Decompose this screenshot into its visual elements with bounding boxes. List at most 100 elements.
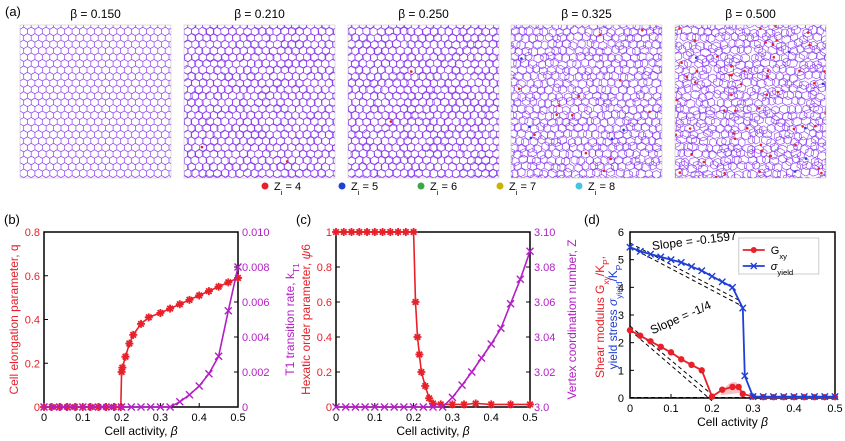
data-point	[166, 304, 175, 313]
data-point	[156, 308, 165, 317]
data-point	[626, 243, 634, 251]
x-tick-label: 0	[333, 412, 339, 424]
panel-d-label: (d)	[584, 212, 600, 227]
defect-vertex	[389, 120, 393, 123]
data-point	[729, 383, 736, 391]
data-point	[821, 392, 829, 401]
defect-vertex	[768, 154, 772, 158]
defect-vertex	[528, 125, 531, 129]
y-right-axis-label: T1 transition rate, kT1	[283, 263, 301, 376]
data-point	[411, 298, 420, 306]
x-tick-label: 0.5	[827, 403, 842, 415]
tile-title-4: β = 0.500	[725, 7, 776, 21]
defect-vertex	[746, 126, 749, 130]
data-point	[687, 262, 696, 271]
y-right-tick-label: 3.02	[534, 367, 555, 379]
data-point	[496, 324, 505, 333]
legend-marker-1	[338, 182, 346, 190]
data-point	[419, 403, 428, 411]
data-point	[98, 403, 107, 411]
defect-vertex	[766, 69, 770, 72]
panel-b-label: (b)	[4, 212, 20, 227]
y-right-tick-label: 0.006	[242, 297, 270, 309]
data-point	[719, 386, 726, 393]
tissue-tile-2	[348, 25, 499, 178]
x-tick-label: 0.1	[367, 412, 382, 424]
defect-vertex	[714, 175, 718, 178]
data-point	[380, 403, 389, 411]
defect-vertex	[766, 75, 770, 78]
data-point	[386, 228, 395, 236]
y-left-tick-label: 0.8	[317, 262, 332, 274]
legend-marker-4	[575, 182, 583, 190]
data-point	[224, 306, 233, 315]
y-right-tick-label: 3.08	[534, 262, 555, 274]
data-point	[175, 397, 184, 406]
data-point	[339, 228, 348, 236]
defect-vertex	[690, 152, 693, 156]
data-point	[224, 278, 233, 287]
data-point	[735, 383, 742, 391]
tile-title-2: β = 0.250	[398, 7, 449, 21]
data-point	[657, 343, 664, 351]
y-left-tick-label: 0	[34, 402, 40, 414]
defect-vertex	[743, 69, 746, 73]
y-right-axis-label: Vertex coordination number, Z	[565, 239, 579, 399]
data-point	[647, 338, 654, 345]
data-point	[49, 403, 58, 411]
defect-vertex	[804, 157, 808, 160]
y-left-tick-label: 0	[326, 402, 332, 414]
defect-vertex	[678, 27, 681, 30]
data-point	[718, 278, 726, 286]
y-right-tick-label: 3.10	[534, 227, 555, 239]
defect-vertex	[577, 94, 581, 98]
defect-vertex	[787, 50, 791, 54]
defect-vertex	[695, 69, 699, 73]
data-point	[399, 403, 408, 411]
series-line-1	[629, 246, 835, 398]
defect-vertex	[622, 128, 625, 132]
data-point	[678, 356, 685, 363]
data-point	[234, 273, 242, 282]
defect-vertex	[776, 90, 780, 94]
data-point	[88, 403, 97, 411]
defect-vertex	[610, 137, 614, 140]
y-right-tick-label: 0.008	[242, 262, 270, 274]
data-point	[677, 258, 685, 267]
y-axis-label-shear: Shear modulus Gxy/KP,	[593, 256, 611, 378]
legend-label-2: Zi = 6	[430, 181, 457, 197]
data-point	[417, 368, 426, 376]
defect-vertex	[820, 171, 823, 175]
y-right-tick-label: 0	[242, 402, 248, 414]
x-tick-label: 0.1	[663, 403, 678, 415]
data-point	[214, 282, 223, 291]
defect-vertex	[529, 136, 533, 140]
data-point	[750, 246, 757, 253]
data-point	[118, 363, 127, 372]
legend-marker-0	[261, 182, 269, 190]
defect-vertex	[693, 39, 697, 42]
data-point	[390, 403, 399, 411]
defect-vertex	[675, 98, 679, 102]
x-axis-label: Cell activity, β	[396, 424, 469, 438]
defect-vertex	[793, 170, 797, 173]
defect-vertex	[723, 172, 726, 175]
defect-vertex	[775, 39, 779, 42]
y-axis-label-yield: yield stress σyield/KP	[606, 264, 624, 369]
x-tick-label: 0.3	[445, 412, 460, 424]
defect-vertex	[739, 82, 743, 86]
legend-marker-3	[496, 182, 504, 190]
series-line-0	[336, 231, 530, 406]
data-point	[487, 340, 496, 348]
y-tick-label: 1	[618, 365, 624, 377]
x-tick-label: 0.1	[75, 412, 90, 424]
y-left-tick-label: 0.2	[25, 358, 40, 370]
data-point	[409, 228, 418, 236]
y-left-tick-label: 0.6	[25, 271, 40, 283]
data-point	[137, 403, 145, 411]
y-right-tick-label: 0.002	[242, 367, 270, 379]
defect-vertex	[723, 109, 726, 112]
data-point	[657, 253, 665, 261]
data-point	[698, 367, 705, 374]
defect-vertex	[801, 125, 804, 128]
